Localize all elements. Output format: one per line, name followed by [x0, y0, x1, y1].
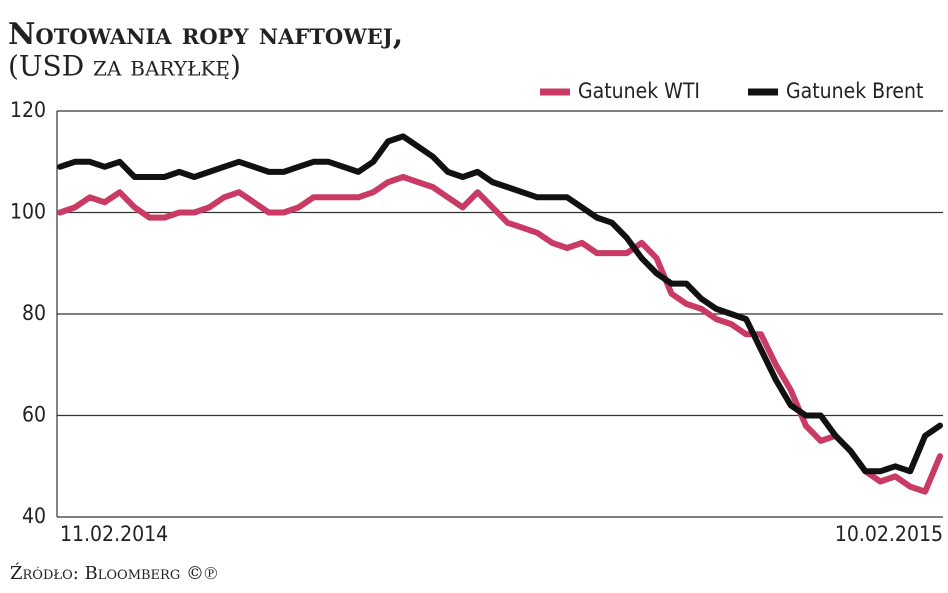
y-tick-label: 60	[22, 403, 46, 427]
chart-title: Notowania ropy naftowej,	[8, 17, 403, 52]
y-tick-label: 80	[22, 301, 46, 325]
x-tick-label: 11.02.2014	[60, 522, 168, 546]
line-series	[57, 133, 943, 475]
line-series	[57, 174, 943, 495]
y-tick-label: 120	[10, 98, 46, 122]
chart-subtitle: (USD za baryłkę)	[8, 50, 241, 83]
x-tick-label: 10.02.2015	[835, 522, 943, 546]
legend-label: Gatunek WTI	[578, 79, 700, 103]
source: Źródło: Bloomberg ©℗	[10, 561, 218, 584]
y-tick-label: 40	[22, 504, 46, 528]
y-tick-label: 100	[10, 200, 46, 224]
legend-label: Gatunek Brent	[786, 79, 923, 103]
